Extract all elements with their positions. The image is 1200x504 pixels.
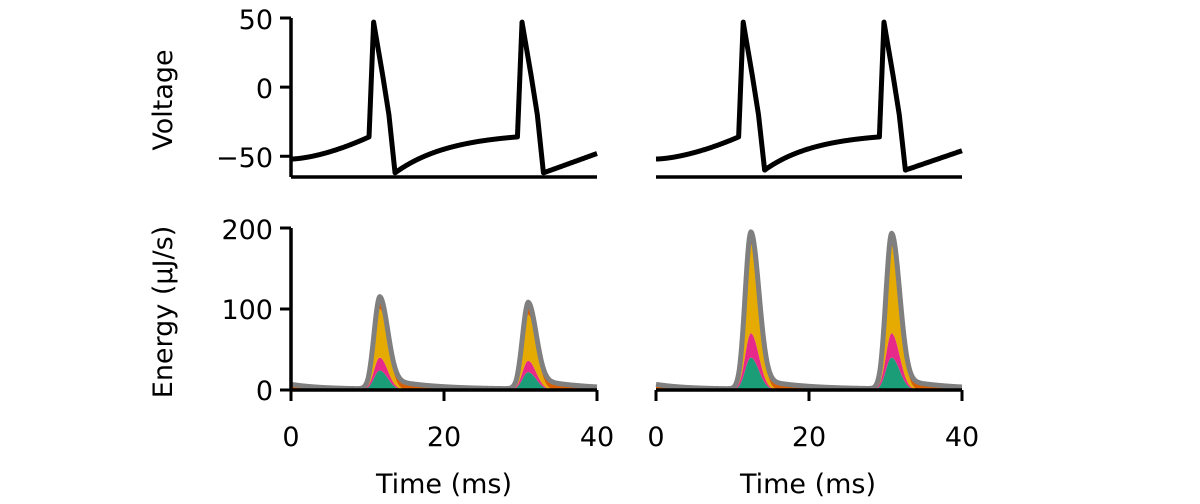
- energy-total-line: [289, 294, 599, 392]
- x-axis-title-right: Time (ms): [739, 469, 876, 500]
- energy-layer-area: [291, 357, 597, 390]
- energy-layer-area: [656, 232, 962, 390]
- energy-layer-area: [291, 370, 597, 390]
- x-tick-label: 40: [945, 422, 979, 453]
- voltage-trace-line: [653, 19, 965, 173]
- x-tick-label: 20: [792, 422, 826, 453]
- energy-tick-label: 100: [221, 295, 273, 326]
- x-tick-label: 0: [647, 422, 664, 453]
- plot-layer: [280, 16, 965, 401]
- x-tick-label: 0: [282, 422, 299, 453]
- x-axis-title-left: Time (ms): [375, 469, 512, 500]
- energy-layer-area: [656, 357, 962, 390]
- x-tick-label: 40: [580, 422, 614, 453]
- voltage-axis-title: Voltage: [148, 49, 179, 150]
- energy-layer-area: [656, 333, 962, 390]
- energy-axis-title: Energy (µJ/s): [148, 226, 179, 398]
- voltage-tick-label: −50: [216, 143, 273, 174]
- voltage-tick-label: 50: [239, 5, 273, 36]
- x-tick-label: 20: [427, 422, 461, 453]
- energy-layer-area: [291, 297, 597, 390]
- energy-tick-label: 200: [221, 215, 273, 246]
- energy-layer-area: [291, 309, 597, 390]
- voltage-trace-line: [288, 19, 600, 176]
- energy-layer-area: [656, 244, 962, 390]
- energy-tick-label: 0: [256, 376, 273, 407]
- energy-total-line: [654, 229, 964, 392]
- voltage-tick-label: 0: [256, 74, 273, 105]
